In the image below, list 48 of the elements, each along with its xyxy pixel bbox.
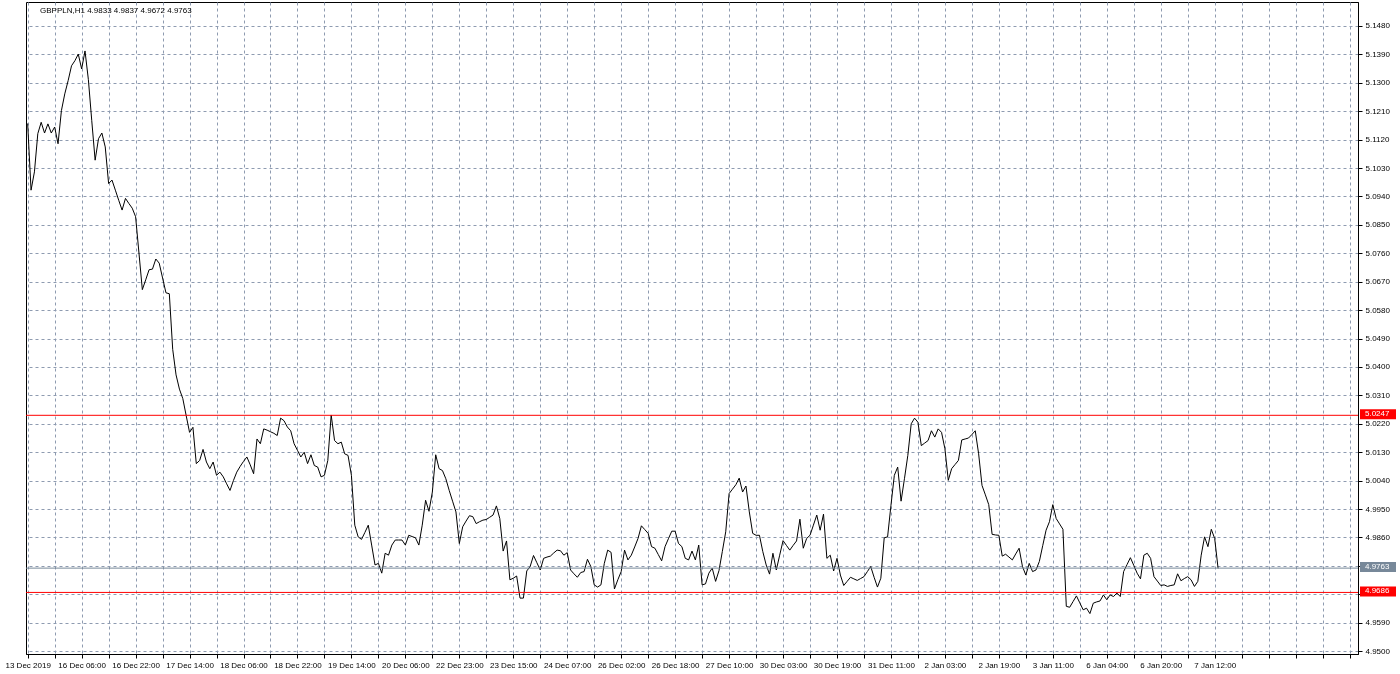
y-tick-label: 5.1390 — [1365, 49, 1391, 59]
y-tick-label: 5.0040 — [1365, 476, 1391, 486]
x-tick-label: 31 Dec 11:00 — [867, 660, 916, 670]
x-tick-label: 2 Jan 03:00 — [924, 660, 967, 670]
x-tick-label: 6 Jan 20:00 — [1140, 660, 1183, 670]
x-tick-label: 20 Dec 06:00 — [382, 660, 431, 670]
x-tick-label: 23 Dec 15:00 — [489, 660, 539, 670]
x-tick-label: 18 Dec 06:00 — [220, 660, 269, 670]
x-tick-label: 16 Dec 06:00 — [58, 660, 107, 670]
x-tick-label: 26 Dec 18:00 — [651, 660, 700, 670]
y-tick-label: 5.1300 — [1365, 78, 1391, 88]
x-tick-label: 18 Dec 22:00 — [274, 660, 323, 670]
y-tick-label: 4.9950 — [1365, 504, 1391, 514]
x-tick-label: 6 Jan 04:00 — [1086, 660, 1129, 670]
x-tick-label: 30 Dec 03:00 — [759, 660, 808, 670]
x-tick-label: 22 Dec 23:00 — [436, 660, 485, 670]
y-tick-label: 5.0580 — [1365, 305, 1391, 315]
x-tick-label: 26 Dec 02:00 — [597, 660, 647, 670]
y-tick-label: 4.9590 — [1365, 618, 1391, 628]
y-tick-label: 4.9500 — [1365, 646, 1391, 656]
x-tick-label: 24 Dec 07:00 — [543, 660, 593, 670]
ref-line-label: 4.9686 — [1365, 586, 1391, 596]
y-tick-label: 5.0310 — [1365, 390, 1391, 400]
x-tick-label: 2 Jan 19:00 — [978, 660, 1021, 670]
x-tick-label: 17 Dec 14:00 — [166, 660, 215, 670]
y-tick-label: 5.0490 — [1365, 334, 1391, 344]
text: GBPPLN,H1 4.9833 4.9837 4.9672 4.9763 — [40, 6, 193, 15]
y-tick-label: 5.0940 — [1365, 191, 1391, 201]
y-tick-label: 5.0760 — [1365, 248, 1391, 258]
x-tick-label: 19 Dec 14:00 — [328, 660, 377, 670]
y-tick-label: 5.0400 — [1365, 362, 1391, 372]
y-tick-label: 5.1120 — [1365, 135, 1390, 145]
y-tick-label: 5.1210 — [1365, 106, 1391, 116]
x-tick-label: 30 Dec 19:00 — [813, 660, 862, 670]
x-tick-label: 3 Jan 11:00 — [1032, 660, 1075, 670]
ref-line-label: 4.9763 — [1365, 562, 1391, 572]
x-tick-label: 27 Dec 10:00 — [705, 660, 754, 670]
y-tick-label: 5.0220 — [1365, 419, 1391, 429]
x-tick-label: 16 Dec 22:00 — [112, 660, 161, 670]
ref-line-label: 5.0247 — [1365, 409, 1391, 419]
y-tick-label: 5.1480 — [1365, 21, 1391, 31]
x-tick-label: 13 Dec 2019 — [5, 660, 52, 670]
y-tick-label: 4.9860 — [1365, 532, 1391, 542]
x-tick-label: 7 Jan 12:00 — [1194, 660, 1237, 670]
y-tick-label: 5.0850 — [1365, 220, 1391, 230]
y-tick-label: 5.0670 — [1365, 277, 1391, 287]
y-tick-label: 5.0130 — [1365, 447, 1391, 457]
y-tick-label: 5.1030 — [1365, 163, 1391, 173]
